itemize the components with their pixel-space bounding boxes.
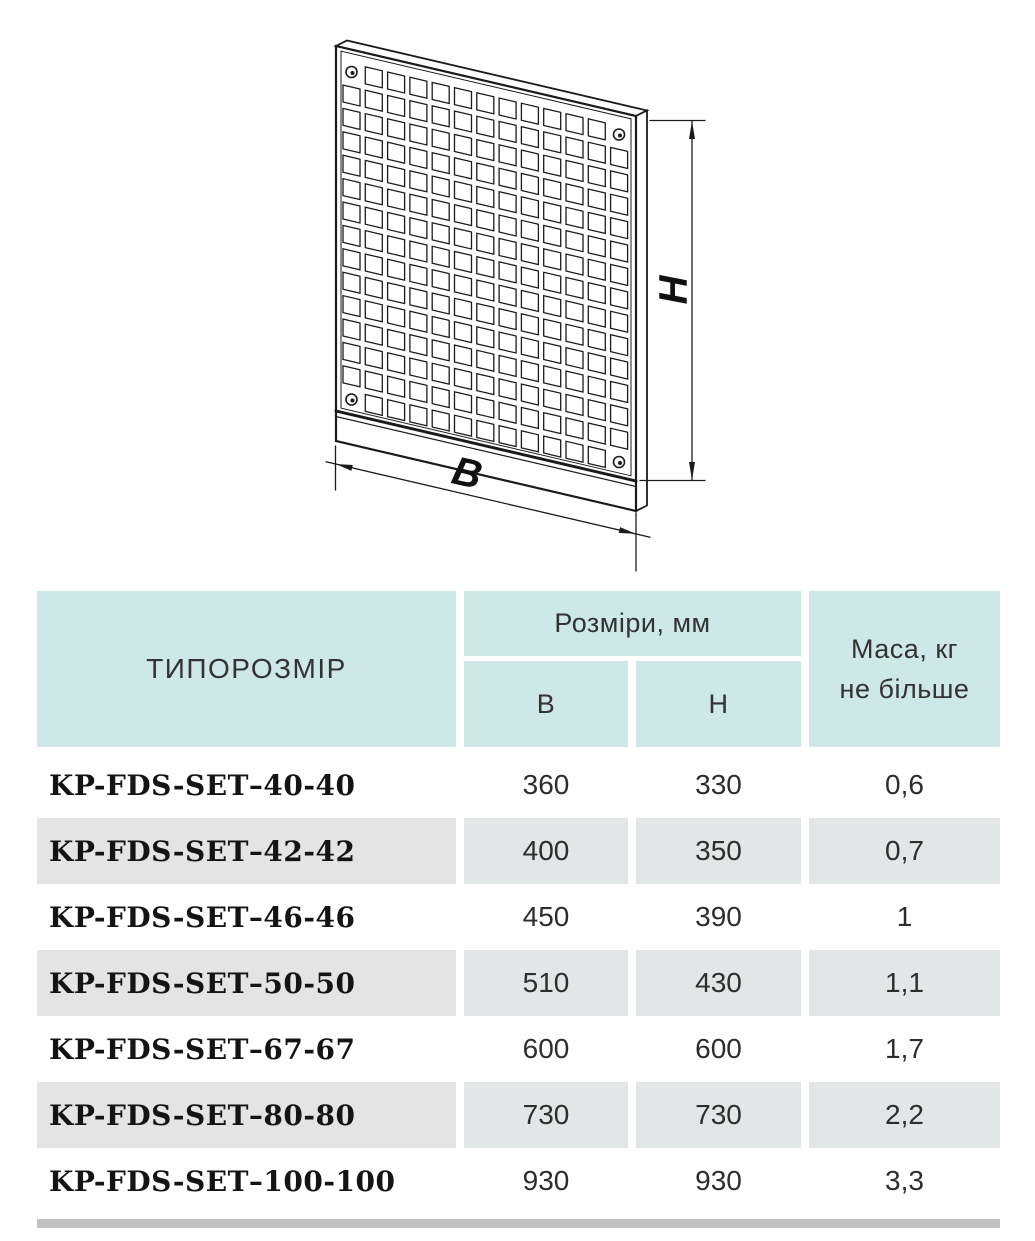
table-bottom-bar xyxy=(37,1219,1000,1228)
column-header-mass: Маса, кг не більше xyxy=(809,591,1000,747)
table-header: ТИПОРОЗМІР Розміри, мм Маса, кг не більш… xyxy=(37,591,1000,747)
value-b: 450 xyxy=(522,901,570,932)
value-h: 430 xyxy=(636,950,801,1016)
column-header-h: H xyxy=(636,661,801,747)
size-spec-table: ТИПОРОЗМІР Розміри, мм Маса, кг не більш… xyxy=(37,591,1000,1228)
model-name: KP-FDS-SET–80-80 xyxy=(37,1082,456,1148)
dimension-b-line xyxy=(325,461,651,538)
value-b: 730 xyxy=(464,1082,628,1148)
model-name: KP-FDS-SET–40-40 xyxy=(49,768,356,802)
grille-rim-line-2 xyxy=(335,415,637,488)
table-row: KP-FDS-SET–50-50 510 430 1,1 xyxy=(37,950,1000,1016)
model-name: KP-FDS-SET–67-67 xyxy=(49,1032,356,1066)
value-h: 390 xyxy=(695,901,742,932)
value-h: 730 xyxy=(636,1082,801,1148)
table-row: KP-FDS-SET–40-40 360 330 0,6 xyxy=(37,752,1000,818)
value-b: 360 xyxy=(522,769,570,800)
value-mass: 2,2 xyxy=(809,1082,1000,1148)
table-row: KP-FDS-SET–42-42 400 350 0,7 xyxy=(37,818,1000,884)
model-name: KP-FDS-SET–100-100 xyxy=(49,1164,396,1198)
value-mass: 1,1 xyxy=(809,950,1000,1016)
column-header-b: B xyxy=(464,661,628,747)
model-name: KP-FDS-SET–42-42 xyxy=(37,818,456,884)
table-row: KP-FDS-SET–46-46 450 390 1 xyxy=(37,884,1000,950)
value-h: 930 xyxy=(695,1165,742,1196)
value-b: 930 xyxy=(522,1165,570,1196)
table-row: KP-FDS-SET–80-80 730 730 2,2 xyxy=(37,1082,1000,1148)
value-mass: 0,6 xyxy=(885,769,924,800)
grille-side-edge-face xyxy=(635,109,648,513)
dimension-h xyxy=(639,119,706,482)
table-row: KP-FDS-SET–67-67 600 600 1,7 xyxy=(37,1016,1000,1082)
grille-technical-drawing: H B xyxy=(0,0,1035,578)
screw-holes xyxy=(345,65,626,469)
value-b: 600 xyxy=(522,1033,570,1064)
column-header-dimensions: Розміри, мм xyxy=(464,591,801,656)
grille-inner-frame-line xyxy=(340,50,632,477)
model-name: KP-FDS-SET–46-46 xyxy=(49,900,356,934)
value-h: 330 xyxy=(695,769,742,800)
column-header-typorozmir: ТИПОРОЗМІР xyxy=(37,591,456,747)
dimension-b xyxy=(325,445,651,572)
grille-rim-line xyxy=(334,409,638,483)
value-h: 350 xyxy=(636,818,801,884)
value-mass: 0,7 xyxy=(809,818,1000,884)
column-header-mass-line1: Маса, кг xyxy=(851,634,958,664)
label-h: H xyxy=(652,274,696,304)
table-row: KP-FDS-SET–100-100 930 930 3,3 xyxy=(37,1148,1000,1214)
value-mass: 1,7 xyxy=(885,1033,924,1064)
value-mass: 3,3 xyxy=(885,1165,924,1196)
value-mass: 1 xyxy=(896,901,913,932)
model-name: KP-FDS-SET–50-50 xyxy=(37,950,456,1016)
grille-isometric-svg: H B xyxy=(325,39,706,572)
grille-holes-grid xyxy=(342,66,629,469)
value-b: 510 xyxy=(464,950,628,1016)
column-header-mass-line2: не більше xyxy=(839,674,970,704)
value-h: 600 xyxy=(695,1033,742,1064)
value-b: 400 xyxy=(464,818,628,884)
